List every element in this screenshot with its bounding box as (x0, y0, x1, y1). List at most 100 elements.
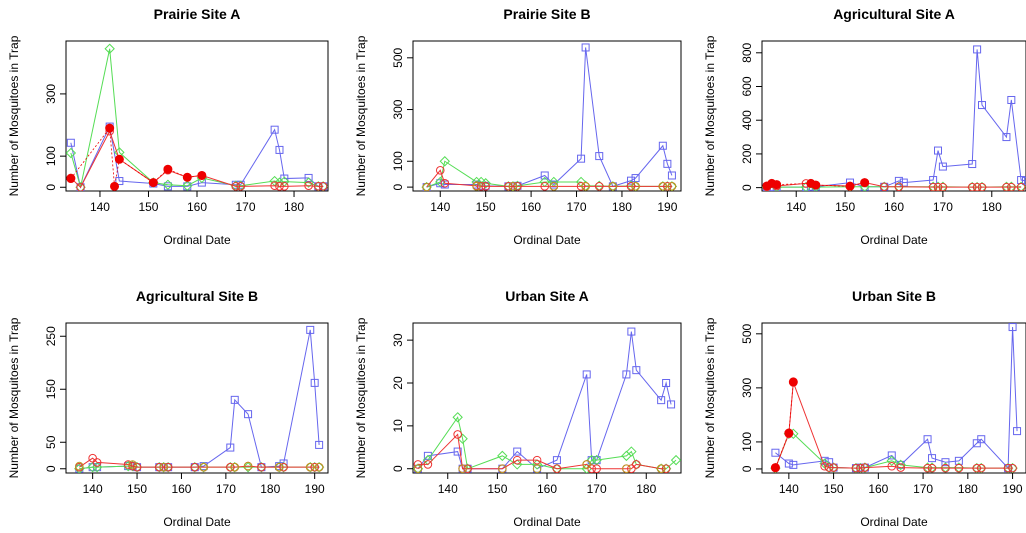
data-point (626, 446, 637, 457)
x-tick-label: 140 (438, 482, 458, 496)
data-point (310, 462, 319, 472)
data-point (226, 443, 235, 452)
data-point (1007, 462, 1018, 473)
chart-title: Prairie Site A (154, 6, 241, 22)
data-point (784, 428, 794, 438)
data-point (66, 147, 77, 159)
plot-frame (65, 40, 329, 192)
data-point (504, 182, 513, 191)
y-tick-label: 400 (740, 110, 754, 130)
data-point (1003, 463, 1013, 473)
data-point (772, 180, 782, 190)
series-blue (422, 43, 676, 191)
x-tick-label: 140 (430, 200, 450, 214)
data-point (977, 182, 987, 191)
data-point (421, 181, 432, 191)
data-point (663, 182, 672, 191)
data-point (784, 459, 793, 468)
x-tick-label: 170 (933, 200, 953, 214)
x-axis-label: Ordinal Date (513, 515, 581, 529)
data-point (967, 181, 978, 191)
data-point (66, 174, 76, 184)
data-point (413, 464, 423, 473)
series-line (79, 329, 320, 470)
data-point (887, 461, 897, 471)
data-point (972, 463, 982, 473)
series-blue (75, 325, 324, 473)
data-point (968, 160, 977, 169)
series-line (775, 327, 1018, 470)
data-point (104, 43, 115, 54)
data-point (458, 464, 467, 473)
data-point (592, 464, 601, 473)
y-tick-label: 0 (391, 183, 405, 190)
data-point (452, 412, 463, 423)
series-line (774, 382, 1013, 469)
data-point (508, 182, 518, 191)
series-filled_red (762, 178, 870, 191)
data-point (190, 462, 200, 472)
y-tick-label: 20 (391, 376, 405, 390)
data-point (317, 181, 328, 191)
data-point (1007, 95, 1016, 104)
data-point (279, 462, 288, 472)
data-point (820, 461, 829, 471)
data-point (1002, 462, 1014, 473)
data-point (879, 182, 889, 191)
data-point (273, 461, 285, 473)
data-point (851, 463, 861, 473)
data-point (941, 458, 950, 467)
x-tick-label: 180 (612, 200, 632, 214)
series-blue (762, 45, 1026, 191)
data-point (976, 463, 986, 473)
series-olive (75, 460, 324, 472)
data-point (855, 462, 866, 473)
data-point (927, 463, 937, 473)
y-tick-label: 0 (740, 184, 754, 191)
data-point (1002, 182, 1011, 191)
y-tick-label: 0 (44, 184, 58, 191)
data-point (860, 178, 870, 188)
data-point (280, 182, 289, 191)
y-tick-label: 250 (44, 326, 58, 346)
data-point (581, 182, 590, 191)
x-tick-label: 160 (537, 482, 557, 496)
data-point (607, 181, 619, 191)
data-point (656, 464, 666, 473)
chart-panel-2: Prairie Site B 140 150 160 170 180 190 0 100 300 5… (354, 6, 682, 247)
chart-panel-5: Urban Site A 140 150 160 170 180 0 10 20 30 Ordina… (354, 288, 682, 529)
data-point (270, 181, 279, 191)
y-tick-label: 600 (740, 76, 754, 96)
data-point (973, 45, 982, 54)
y-axis-label: Number of Mosquitoes in Trap (7, 317, 21, 478)
x-tick-label: 140 (83, 482, 103, 496)
data-point (667, 400, 676, 409)
data-point (627, 327, 636, 336)
x-tick-label: 170 (567, 200, 587, 214)
data-point (594, 182, 604, 191)
x-tick-label: 150 (127, 482, 147, 496)
data-point (74, 463, 85, 473)
data-point (91, 461, 103, 473)
x-axis-label: Ordinal Date (860, 233, 928, 247)
data-point (1016, 182, 1026, 191)
y-tick-label: 10 (391, 419, 405, 433)
chart-panel-3: Agricultural Site A 140 150 160 170 180 0 200 40… (703, 6, 1026, 247)
data-point (582, 370, 591, 379)
data-point (771, 448, 780, 457)
data-point (577, 154, 586, 163)
y-tick-label: 200 (740, 144, 754, 164)
series-filled_red (770, 377, 798, 473)
data-point (472, 182, 481, 191)
plot-frame (412, 322, 682, 474)
data-point (257, 462, 266, 472)
data-point (631, 182, 640, 191)
plot-area (66, 43, 328, 191)
data-point (314, 462, 324, 472)
data-point (581, 43, 590, 52)
y-tick-label: 100 (740, 432, 754, 452)
data-point (162, 461, 174, 473)
data-point (895, 459, 906, 471)
series-line (70, 124, 324, 189)
plot-area (770, 323, 1022, 473)
